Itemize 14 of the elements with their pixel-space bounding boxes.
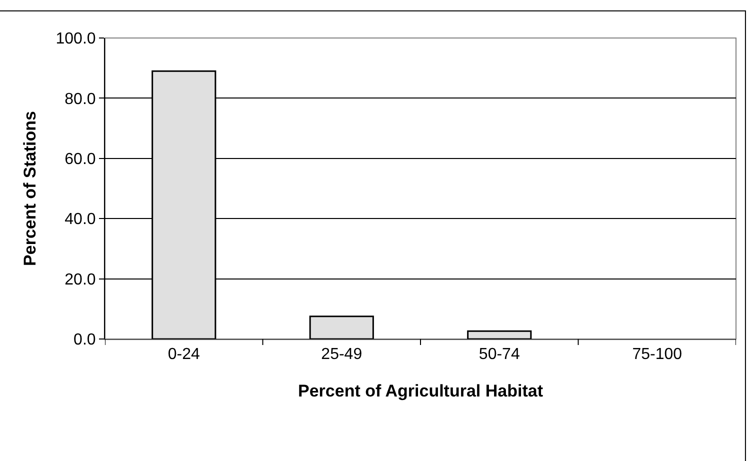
- y-tick-label: 80.0: [64, 90, 96, 108]
- bar: [467, 330, 532, 339]
- bar: [309, 316, 374, 339]
- y-tick-label: 100.0: [56, 30, 96, 48]
- y-axis-title: Percent of Stations: [20, 111, 40, 266]
- x-tick-label: 50-74: [478, 346, 520, 364]
- y-tick-label: 40.0: [64, 211, 96, 228]
- x-tick-label: 75-100: [632, 346, 682, 364]
- y-tick-label: 20.0: [64, 271, 96, 288]
- x-tick-label: 0-24: [168, 346, 200, 364]
- x-axis-title: Percent of Agricultural Habitat: [298, 382, 544, 401]
- y-tick-label: 60.0: [64, 151, 96, 168]
- y-tick-label: 0.0: [74, 332, 96, 349]
- x-tick-label: 25-49: [321, 346, 362, 364]
